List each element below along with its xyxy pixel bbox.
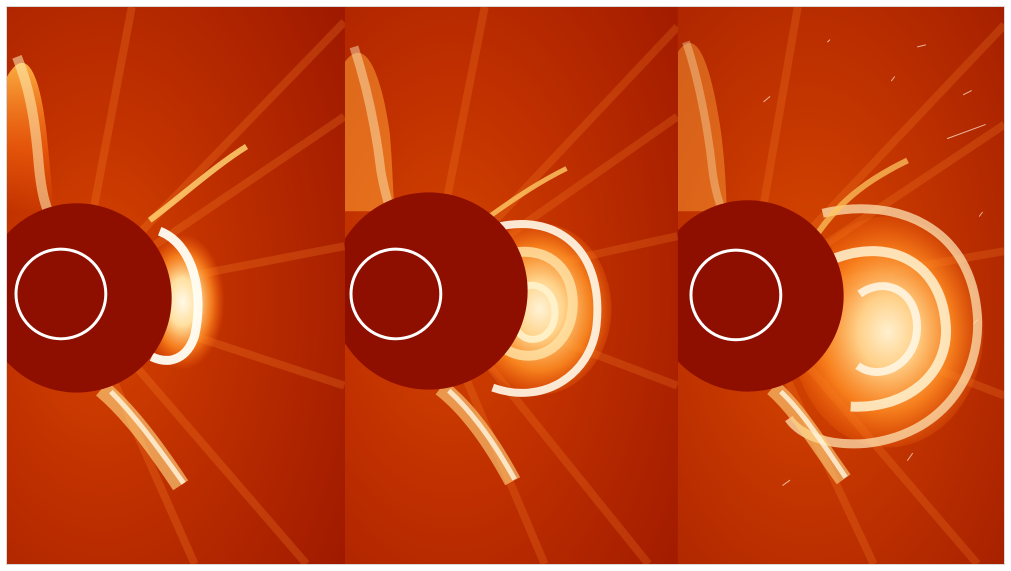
coronagraph-frame-2 [345,7,678,564]
coronagraph-panel-1 [7,7,346,564]
coronagraph-image-strip [6,6,1005,565]
coronagraph-panel-2 [345,7,678,564]
coronagraph-frame-1 [7,7,346,564]
coronagraph-frame-3 [677,7,1004,564]
coronagraph-panel-3 [677,7,1004,564]
